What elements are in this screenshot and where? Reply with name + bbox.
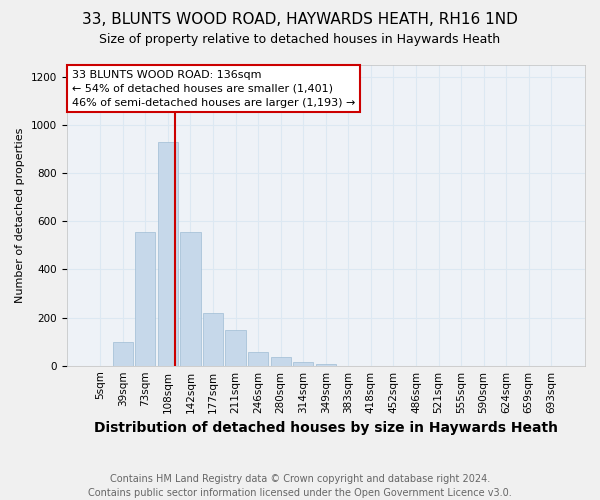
Bar: [113, 342, 133, 365]
Bar: [316, 364, 336, 366]
Text: 33, BLUNTS WOOD ROAD, HAYWARDS HEATH, RH16 1ND: 33, BLUNTS WOOD ROAD, HAYWARDS HEATH, RH…: [82, 12, 518, 28]
Bar: [226, 330, 246, 366]
Bar: [181, 232, 200, 366]
Text: Contains HM Land Registry data © Crown copyright and database right 2024.
Contai: Contains HM Land Registry data © Crown c…: [88, 474, 512, 498]
Bar: [203, 313, 223, 366]
Text: 33 BLUNTS WOOD ROAD: 136sqm
← 54% of detached houses are smaller (1,401)
46% of : 33 BLUNTS WOOD ROAD: 136sqm ← 54% of det…: [72, 70, 355, 108]
Text: Size of property relative to detached houses in Haywards Heath: Size of property relative to detached ho…: [100, 32, 500, 46]
X-axis label: Distribution of detached houses by size in Haywards Heath: Distribution of detached houses by size …: [94, 421, 558, 435]
Y-axis label: Number of detached properties: Number of detached properties: [15, 128, 25, 303]
Bar: [135, 232, 155, 366]
Bar: [293, 362, 313, 366]
Bar: [248, 352, 268, 366]
Bar: [271, 358, 291, 366]
Bar: [158, 142, 178, 366]
